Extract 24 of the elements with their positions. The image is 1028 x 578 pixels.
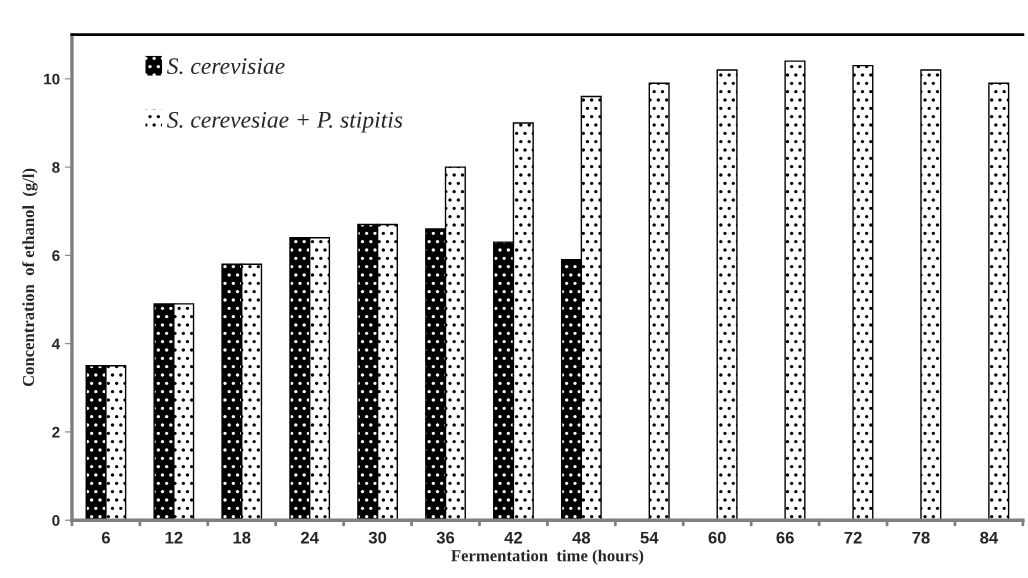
y-tick-label: 6 <box>52 250 60 262</box>
y-tick-label: 8 <box>52 161 60 173</box>
y-tick-label: 0 <box>52 515 60 526</box>
x-tick-label: 78 <box>912 531 930 544</box>
x-tick-label: 36 <box>436 531 455 544</box>
y-tick-label: 2 <box>52 426 60 438</box>
x-tick-label: 30 <box>368 531 387 544</box>
x-axis-title: Fermentation time (hours) <box>451 549 644 565</box>
y-axis-title: Concentration of ethanol (g/l) <box>22 168 38 387</box>
x-tick-label: 42 <box>504 531 523 544</box>
y-tick-label: 4 <box>51 338 61 350</box>
x-tick-label: 60 <box>708 531 726 544</box>
legend-label: S. cerevesiae + P. stipitis <box>167 111 403 133</box>
x-tick-label: 12 <box>165 531 183 544</box>
x-tick-label: 66 <box>776 531 794 544</box>
x-tick-label: 72 <box>844 531 862 544</box>
x-tick-label: 48 <box>572 531 591 544</box>
x-tick-label: 18 <box>233 531 251 544</box>
x-tick-label: 6 <box>101 531 110 544</box>
legend-label: S. cerevisiae <box>167 58 285 75</box>
x-tick-label: 84 <box>980 531 999 544</box>
x-tick-label: 24 <box>300 531 319 544</box>
y-tick-label: 10 <box>44 73 60 85</box>
x-tick-label: 54 <box>640 531 659 544</box>
